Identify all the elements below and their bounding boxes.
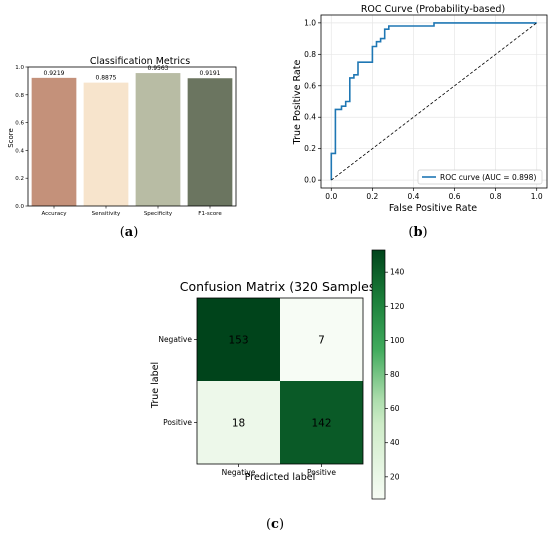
- cell-value: 18: [232, 418, 245, 430]
- y-tick-label: 0.6: [15, 121, 24, 127]
- colorbar-tick-label: 120: [390, 302, 405, 311]
- x-tick-label: 1.0: [531, 192, 543, 201]
- bar-chart-title: Classification Metrics: [90, 56, 190, 67]
- y-tick-label: Negative: [158, 335, 192, 344]
- y-tick-label: 0.4: [15, 148, 24, 154]
- cell-value: 153: [228, 335, 248, 347]
- matrix-cell: [197, 298, 280, 381]
- x-tick-label: Sensitivity: [92, 211, 121, 217]
- y-tick-label: 1.0: [15, 65, 24, 71]
- x-tick-label: Specificity: [144, 211, 173, 217]
- x-tick-label: 0.4: [407, 192, 419, 201]
- x-tick-label: Positive: [307, 468, 336, 477]
- x-tick-label: 0.8: [490, 192, 502, 201]
- plot-frame: [196, 297, 364, 465]
- cell-value: 7: [318, 335, 325, 347]
- y-tick-label: 0.0: [15, 204, 24, 210]
- colorbar-tick-label: 100: [390, 336, 405, 345]
- legend-box: [417, 169, 543, 185]
- bar-value-label: 0.9563: [148, 65, 169, 72]
- caption-b: (b): [408, 225, 427, 240]
- cm-chart-title: Confusion Matrix (320 Samples): [180, 279, 380, 294]
- legend-label: ROC curve (AUC = 0.898): [440, 173, 536, 182]
- colorbar-tick-label: 20: [390, 472, 400, 481]
- bar-specificity: [135, 73, 181, 206]
- matrix-cell: [280, 298, 363, 381]
- y-tick-label: 0.6: [304, 81, 316, 90]
- bar-sensitivity: [83, 82, 129, 206]
- y-tick-label: 0.4: [304, 113, 316, 122]
- x-tick-label: F1-score: [198, 211, 222, 217]
- y-tick-label: Positive: [163, 418, 192, 427]
- colorbar-tick-label: 60: [390, 404, 400, 413]
- colorbar-tick-label: 40: [390, 438, 400, 447]
- y-tick-label: 0.8: [15, 93, 24, 99]
- colorbar-tick-label: 140: [390, 268, 405, 277]
- y-tick-label: 0.2: [15, 176, 24, 182]
- matrix-cell: [197, 381, 280, 464]
- y-tick-label: 0.0: [304, 176, 316, 185]
- cm-chart-xlabel: Predicted label: [245, 472, 316, 483]
- y-tick-label: 0.2: [304, 144, 316, 153]
- bar-value-label: 0.8875: [96, 75, 117, 82]
- y-tick-label: 1.0: [304, 18, 316, 27]
- caption-a: (a): [120, 225, 139, 240]
- caption-c: (c): [266, 517, 284, 532]
- bar-value-label: 0.9219: [44, 70, 65, 77]
- bar-f1-score: [187, 78, 233, 206]
- cell-value: 142: [311, 418, 331, 430]
- roc-chart-title: ROC Curve (Probability-based): [361, 4, 505, 15]
- x-tick-label: 0.0: [325, 192, 337, 201]
- bar-accuracy: [31, 77, 77, 207]
- plot-frame: [27, 66, 237, 207]
- matrix-cell: [280, 381, 363, 464]
- x-tick-label: 0.2: [366, 192, 378, 201]
- x-tick-label: Accuracy: [41, 211, 67, 217]
- chance-diagonal-line: [331, 22, 537, 181]
- colorbar-tick-label: 80: [390, 370, 400, 379]
- x-tick-label: Negative: [222, 468, 256, 477]
- plot-frame: [320, 14, 548, 189]
- x-tick-label: 0.6: [449, 192, 461, 201]
- bar-chart-ylabel: Score: [7, 128, 15, 148]
- cm-chart-ylabel: True label: [150, 362, 161, 409]
- y-tick-label: 0.8: [304, 50, 316, 59]
- roc-curve-line: [330, 22, 537, 181]
- roc-chart-ylabel: True Positive Rate: [292, 60, 303, 146]
- roc-chart-xlabel: False Positive Rate: [389, 203, 477, 214]
- bar-value-label: 0.9191: [200, 70, 221, 77]
